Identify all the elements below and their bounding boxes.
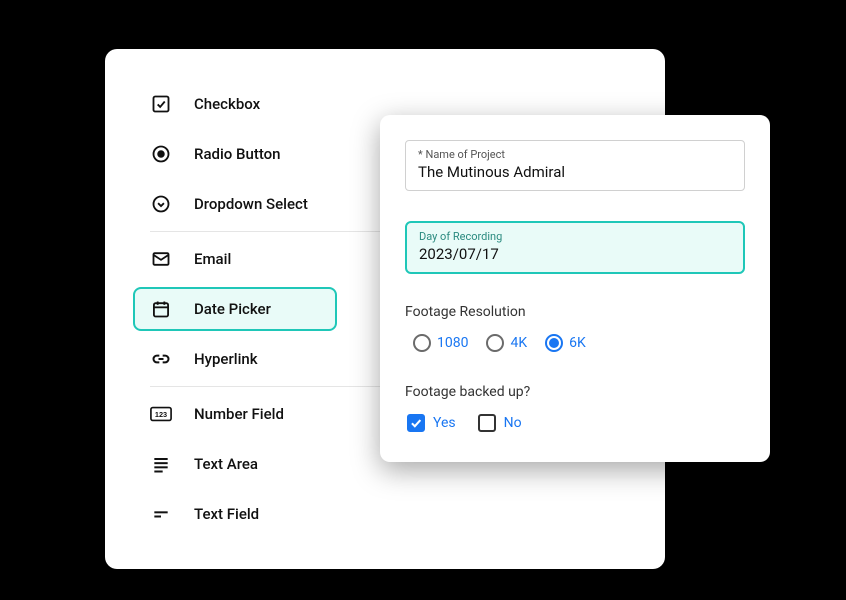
checkbox-icon bbox=[478, 414, 496, 432]
backed-up-label: Footage backed up? bbox=[405, 384, 745, 400]
palette-item-label: Number Field bbox=[194, 405, 284, 423]
field-value: 2023/07/17 bbox=[419, 245, 731, 263]
number-icon: 123 bbox=[150, 403, 172, 425]
field-label: Day of Recording bbox=[419, 230, 731, 243]
palette-item-label: Text Field bbox=[194, 505, 259, 523]
checkbox-icon bbox=[407, 414, 425, 432]
textfield-icon bbox=[150, 503, 172, 525]
svg-text:123: 123 bbox=[155, 410, 167, 419]
resolution-radio-group: 1080 4K 6K bbox=[405, 334, 745, 352]
calendar-icon bbox=[150, 298, 172, 320]
checkbox-icon bbox=[150, 93, 172, 115]
email-icon bbox=[150, 248, 172, 270]
backed-up-checkbox-group: Yes No bbox=[405, 414, 745, 432]
palette-item-label: Hyperlink bbox=[194, 350, 258, 368]
checkbox-label: Yes bbox=[433, 415, 456, 431]
palette-item-textfield[interactable]: Text Field bbox=[105, 489, 665, 539]
palette-item-label: Email bbox=[194, 250, 231, 268]
radio-label: 4K bbox=[510, 335, 527, 351]
palette-item-label: Text Area bbox=[194, 455, 258, 473]
checkbox-option-no[interactable]: No bbox=[478, 414, 522, 432]
palette-item-label: Checkbox bbox=[194, 95, 260, 113]
resolution-label: Footage Resolution bbox=[405, 304, 745, 320]
radio-label: 1080 bbox=[437, 335, 468, 351]
textarea-icon bbox=[150, 453, 172, 475]
palette-item-label: Radio Button bbox=[194, 145, 281, 163]
radio-label: 6K bbox=[569, 335, 586, 351]
radio-option-1080[interactable]: 1080 bbox=[413, 334, 468, 352]
field-value: The Mutinous Admiral bbox=[418, 163, 732, 181]
palette-item-label: Dropdown Select bbox=[194, 195, 308, 213]
field-label: * Name of Project bbox=[418, 148, 732, 161]
link-icon bbox=[150, 348, 172, 370]
chevron-down-circle-icon bbox=[150, 193, 172, 215]
radio-option-4k[interactable]: 4K bbox=[486, 334, 527, 352]
radio-icon bbox=[413, 334, 431, 352]
radio-icon bbox=[486, 334, 504, 352]
radio-option-6k[interactable]: 6K bbox=[545, 334, 586, 352]
palette-item-label: Date Picker bbox=[194, 300, 271, 318]
recording-day-field[interactable]: Day of Recording 2023/07/17 bbox=[405, 221, 745, 274]
checkbox-label: No bbox=[504, 415, 522, 431]
checkbox-option-yes[interactable]: Yes bbox=[407, 414, 456, 432]
radio-icon bbox=[150, 143, 172, 165]
radio-icon bbox=[545, 334, 563, 352]
form-preview-panel: * Name of Project The Mutinous Admiral D… bbox=[380, 115, 770, 462]
project-name-field[interactable]: * Name of Project The Mutinous Admiral bbox=[405, 140, 745, 191]
